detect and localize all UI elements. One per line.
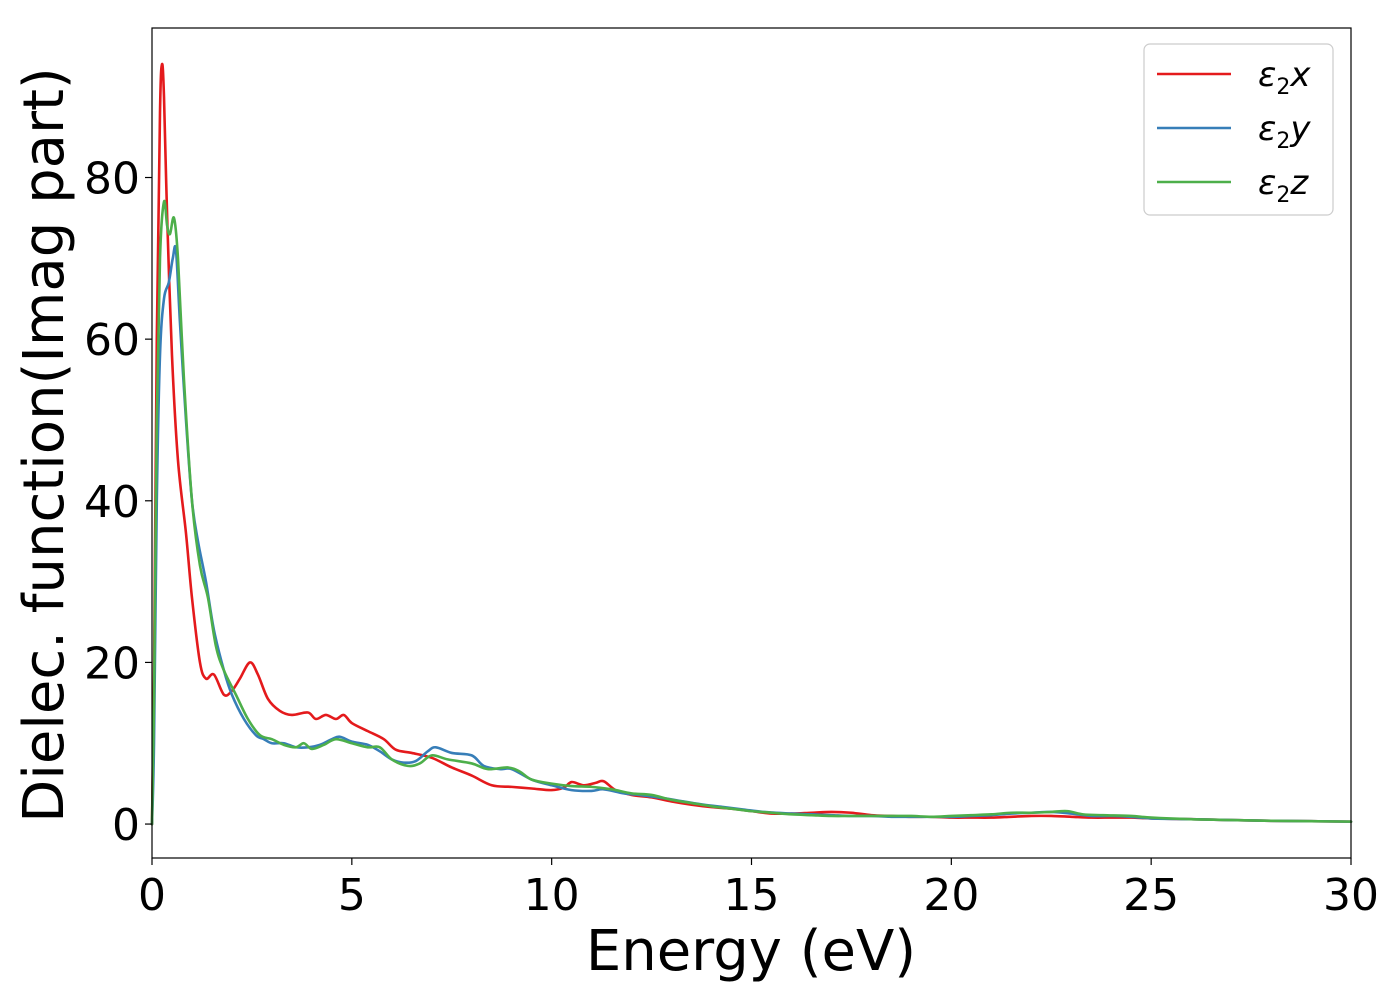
x-tick-label: 0: [138, 870, 166, 921]
series-line-z: [150, 199, 1353, 826]
y-axis-label: Dielec. function(Imag part): [12, 67, 77, 823]
x-tick-label: 30: [1323, 870, 1379, 921]
x-axis: 0 5 10 15 20 25 30: [138, 858, 1379, 921]
legend-box: [1143, 43, 1334, 216]
y-tick-label: 40: [84, 477, 140, 528]
y-tick-label: 60: [84, 315, 140, 366]
x-tick-label: 20: [923, 870, 979, 921]
x-tick-label: 5: [338, 870, 366, 921]
x-tick-label: 15: [724, 870, 780, 921]
y-tick-label: 0: [112, 800, 140, 851]
x-tick-label: 10: [524, 870, 580, 921]
series-line-y: [150, 244, 1353, 826]
x-axis-label: Energy (eV): [586, 919, 916, 984]
legend-label: ε2z: [1258, 163, 1309, 208]
y-axis: 0 20 40 60 80: [84, 154, 152, 851]
legend-label: ε2x: [1258, 55, 1311, 100]
legend: ε2x ε2y ε2z: [1143, 43, 1334, 216]
legend-label: ε2y: [1258, 109, 1311, 154]
y-tick-label: 80: [84, 154, 140, 205]
x-tick-label: 25: [1123, 870, 1179, 921]
series-line-x: [150, 62, 1353, 826]
series-layer: [150, 62, 1353, 826]
y-tick-label: 20: [84, 638, 140, 689]
